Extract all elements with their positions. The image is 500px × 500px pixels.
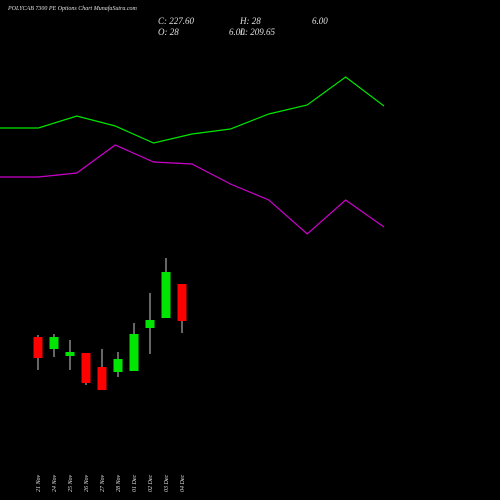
candle-body [145, 320, 155, 328]
header-text: H: 28 [239, 16, 261, 26]
header-text: 6.00 [312, 16, 328, 26]
header-text: 6.00 [229, 27, 245, 37]
x-tick-label: 27 Nov [100, 474, 106, 492]
indicator-line [0, 144, 385, 235]
chart-title: POLYCAB 7300 PE Options Chart MunafaSutr… [7, 5, 138, 12]
indicator-line [0, 76, 385, 144]
x-tick-label: 01 Dec [132, 475, 138, 492]
candle-body [113, 359, 123, 372]
x-tick-label: 25 Nov [68, 474, 74, 492]
x-tick-label: 02 Dec [148, 475, 154, 492]
header-text: L: 209.65 [239, 27, 276, 37]
header-text: C: 227.60 [158, 16, 195, 26]
candle-body [129, 334, 139, 371]
candle-body [33, 337, 43, 358]
candle-body [81, 353, 91, 383]
x-tick-label: 24 Nov [51, 474, 58, 492]
candle-body [49, 337, 59, 349]
x-tick-label: 04 Dec [179, 475, 186, 492]
x-tick-label: 26 Nov [84, 474, 90, 492]
candle-body [161, 272, 171, 318]
candle-body [65, 352, 75, 356]
x-tick-label: 28 Nov [116, 474, 122, 492]
candle-body [97, 367, 107, 390]
x-tick-label: 03 Dec [164, 475, 170, 492]
header-text: O: 28 [158, 27, 179, 37]
candle-body [177, 284, 187, 321]
x-tick-label: 21 Nov [36, 474, 42, 492]
